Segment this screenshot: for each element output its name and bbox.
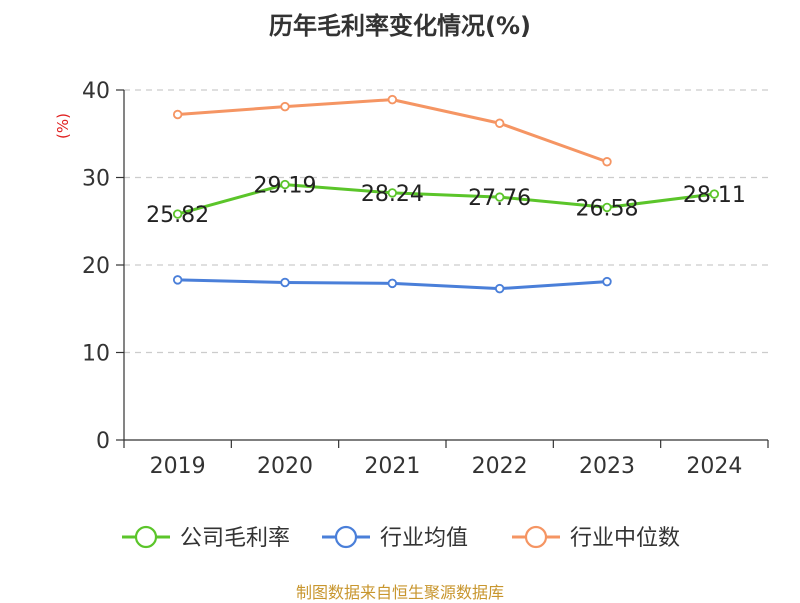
chart-title: 历年毛利率变化情况(%) xyxy=(269,12,531,40)
point-1-2023 xyxy=(602,276,612,287)
point-2-2021 xyxy=(387,94,398,105)
point-2-2023 xyxy=(602,157,612,167)
point-0-2019 xyxy=(172,209,183,219)
point-1-2021 xyxy=(387,278,398,289)
x-tick-label-2021: 2021 xyxy=(364,454,420,479)
point-1-2022 xyxy=(494,283,505,294)
x-tick-label-2019: 2019 xyxy=(150,454,206,479)
data-label-2022: 27.76 xyxy=(468,186,531,211)
y-tick-label-0: 0 xyxy=(96,429,110,454)
legend-label-2: 行业中位数 xyxy=(570,526,680,551)
point-2-2022 xyxy=(494,118,505,128)
data-label-2020: 29.19 xyxy=(254,174,317,199)
data-label-2019: 25.82 xyxy=(146,203,209,228)
legend-label-0: 公司毛利率 xyxy=(180,526,290,551)
point-2-2019 xyxy=(172,109,183,120)
y-tick-label-10: 10 xyxy=(82,342,110,367)
x-tick-label-2022: 2022 xyxy=(472,454,528,479)
y-tick-label-30: 30 xyxy=(82,167,110,192)
y-axis-unit: (%) xyxy=(54,113,72,139)
y-tick-label-20: 20 xyxy=(82,254,110,279)
data-label-2023: 26.58 xyxy=(576,196,639,221)
source-note: 制图数据来自恒生聚源数据库 xyxy=(295,583,504,602)
point-0-2022 xyxy=(494,192,505,202)
x-tick-label-2023: 2023 xyxy=(579,454,635,479)
point-2-2020 xyxy=(280,101,290,112)
legend: 公司毛利率 行业均值 行业中位数 xyxy=(122,525,680,551)
data-label-2024: 28.11 xyxy=(683,183,746,208)
point-1-2020 xyxy=(280,277,290,288)
legend-label-1: 行业均值 xyxy=(380,526,468,551)
grid-lines xyxy=(124,89,768,354)
legend-marker-0 xyxy=(134,525,158,549)
legend-marker-2 xyxy=(524,525,548,549)
point-0-2024 xyxy=(709,189,720,199)
y-tick-label-40: 40 xyxy=(82,79,110,104)
legend-marker-1 xyxy=(334,525,358,549)
point-0-2021 xyxy=(387,188,398,198)
point-0-2020 xyxy=(280,179,290,190)
data-labels: 25.82 29.19 28.24 27.76 26.58 28.11 xyxy=(146,174,746,228)
x-tick-label-2024: 2024 xyxy=(686,454,742,479)
x-tick-label-2020: 2020 xyxy=(257,454,313,479)
point-0-2023 xyxy=(602,202,612,213)
point-1-2019 xyxy=(172,275,183,285)
series-line-2 xyxy=(177,98,608,164)
axes: 0 10 20 30 40 2019 2020 2021 2022 2023 2024 xyxy=(82,79,769,479)
series-lines xyxy=(172,94,720,294)
series-line-0 xyxy=(177,183,715,216)
data-label-2021: 28.24 xyxy=(361,182,424,207)
